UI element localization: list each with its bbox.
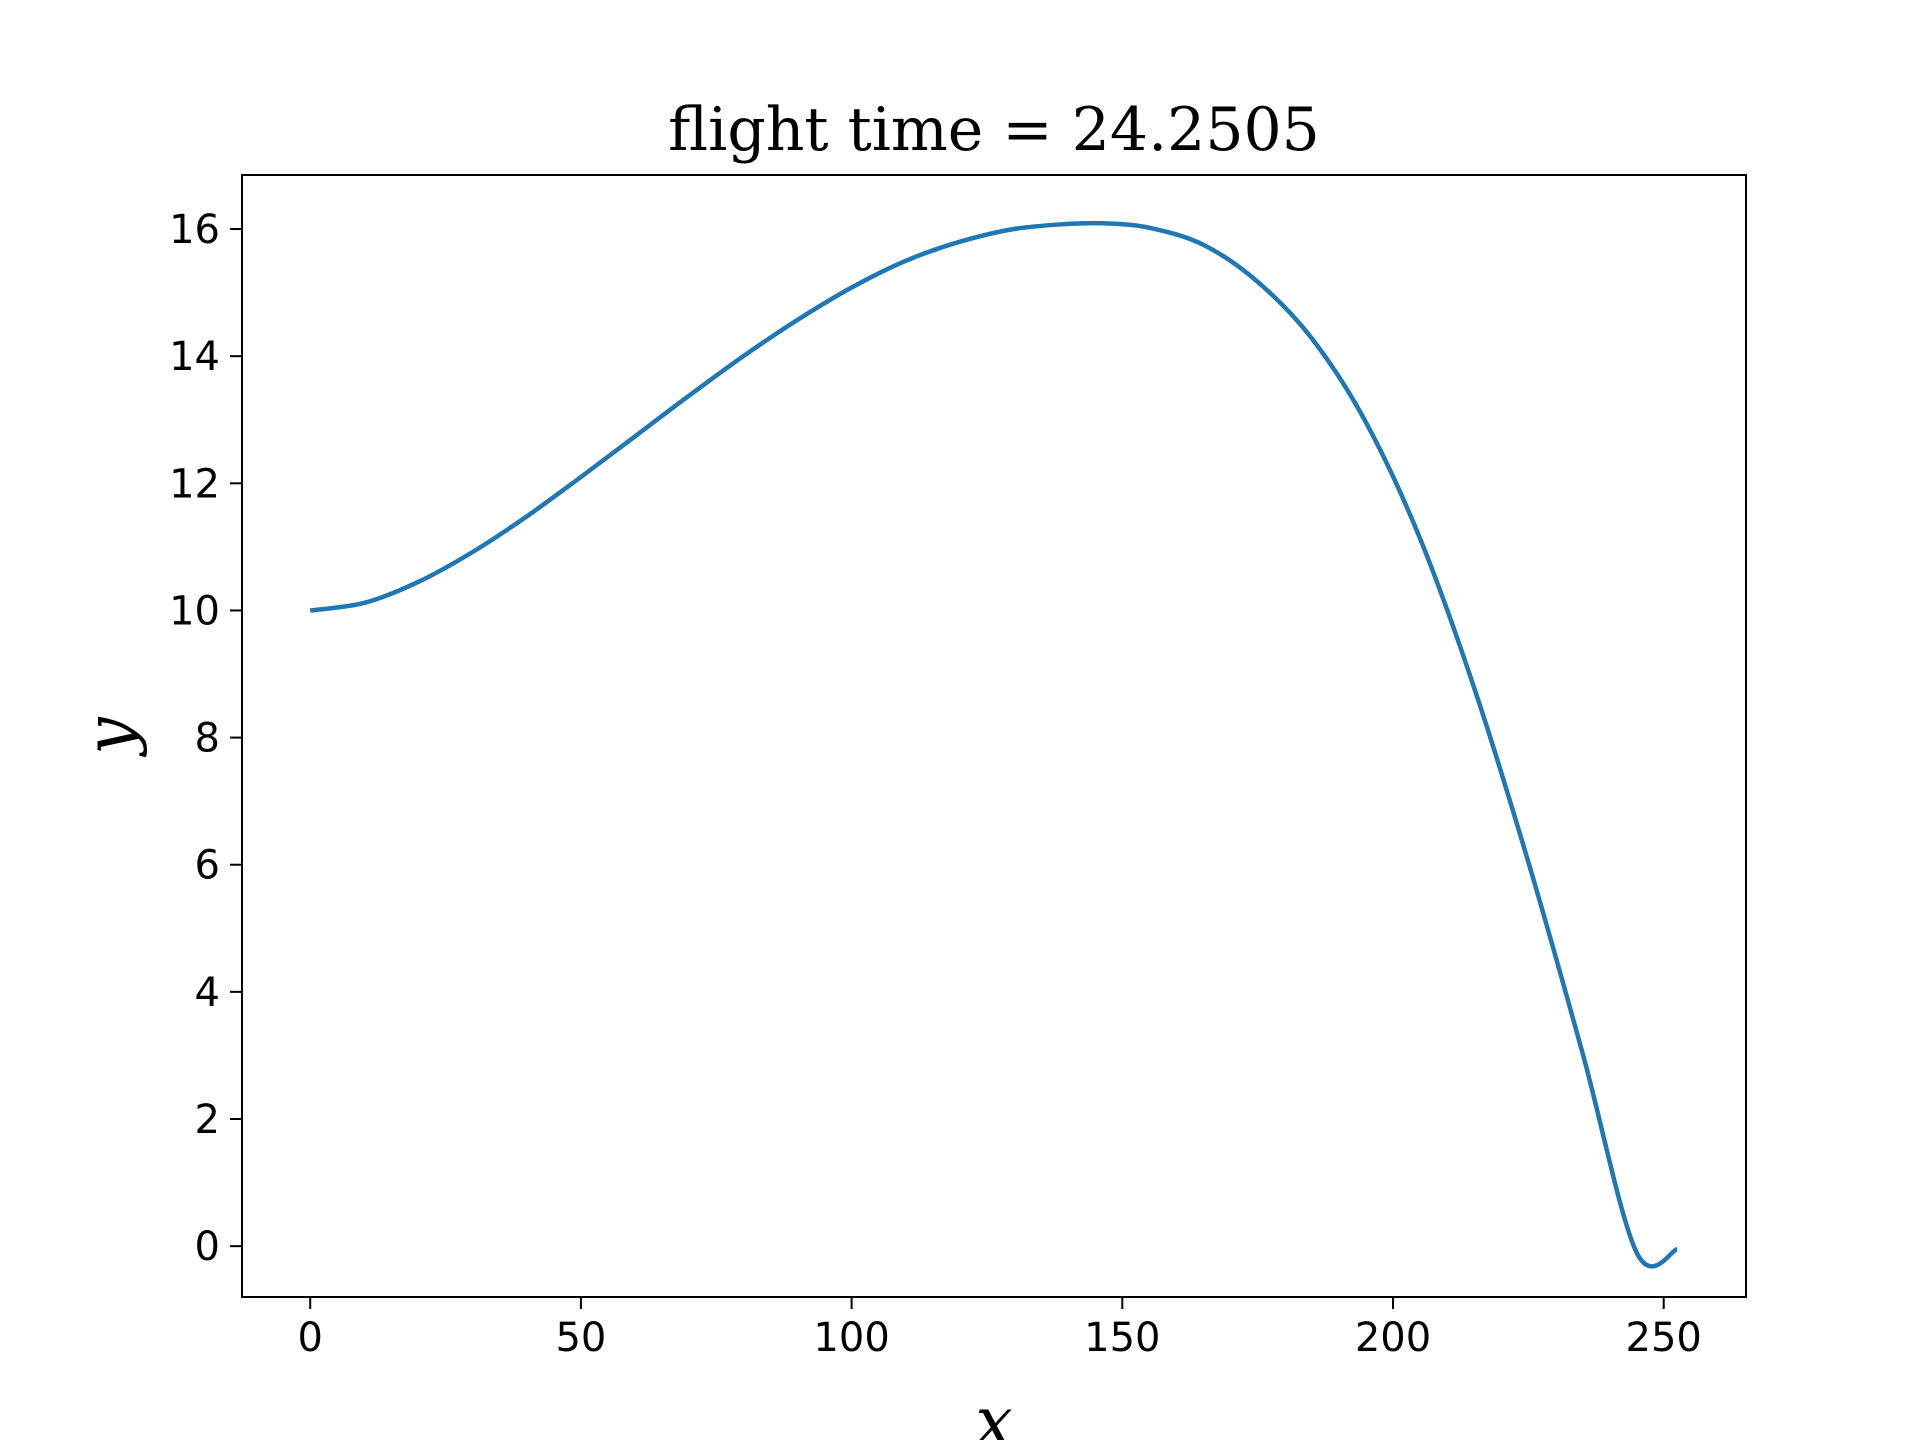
x-tick-label: 250	[1626, 1315, 1702, 1361]
y-tick-label: 4	[195, 970, 220, 1016]
x-tick-label: 0	[297, 1315, 322, 1361]
series-line-0	[309, 220, 1679, 1269]
x-tick-label: 150	[1084, 1315, 1160, 1361]
y-tick-label: 0	[195, 1224, 220, 1270]
y-tick-label: 10	[169, 588, 220, 634]
x-axis-label: x	[975, 1383, 1012, 1440]
y-tick-label: 8	[195, 716, 220, 762]
y-tick-label: 6	[195, 843, 220, 889]
y-axis-label: y	[71, 717, 148, 758]
axes-frame	[241, 174, 1747, 1298]
x-tick-label: 200	[1355, 1315, 1431, 1361]
plot-area	[309, 220, 1679, 1269]
x-tick-label: 100	[813, 1315, 889, 1361]
y-axis: 0 2 4 6 8 10 12 14 16	[169, 207, 242, 1270]
x-tick-label: 50	[555, 1315, 606, 1361]
y-tick-label: 14	[169, 334, 220, 380]
y-tick-label: 2	[195, 1097, 220, 1143]
chart-title: flight time = 24.2505	[668, 95, 1320, 165]
y-tick-label: 16	[169, 207, 220, 253]
y-tick-label: 12	[169, 461, 220, 507]
x-axis: 0 50 100 150 200 250	[297, 1297, 1702, 1361]
